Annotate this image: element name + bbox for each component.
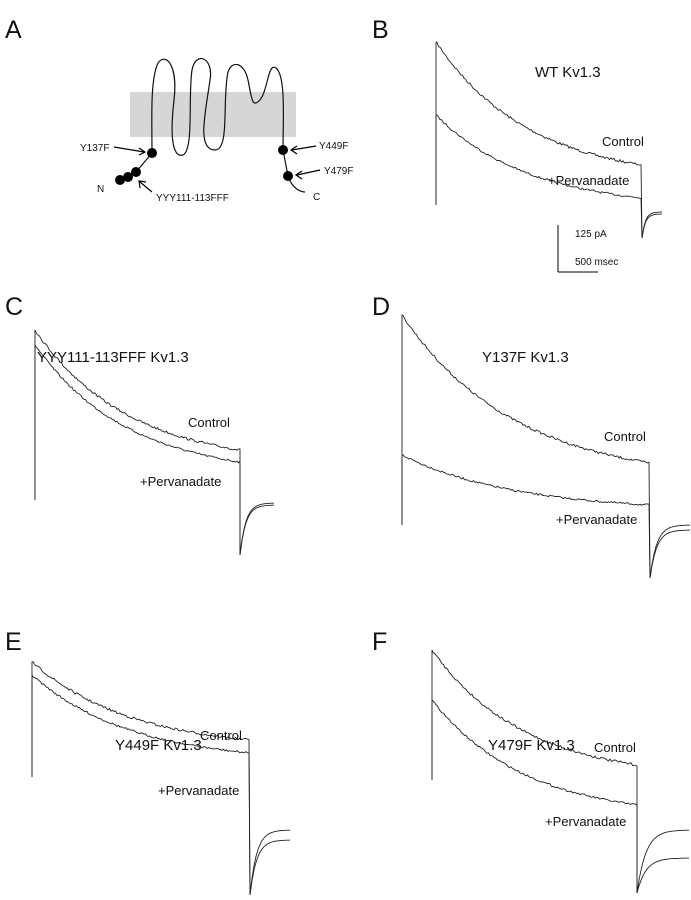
membrane: [130, 92, 296, 137]
panel-letter: E: [5, 628, 22, 656]
scale-bar: [557, 225, 598, 273]
trace-label: Control: [188, 415, 230, 430]
site-label: YYY111-113FFF: [156, 193, 229, 204]
arrows: [113, 145, 321, 193]
site-label: Y137F: [80, 143, 109, 154]
trace-label: +Pervanadate: [140, 474, 221, 489]
trace-label: +Pervanadate: [545, 814, 626, 829]
panel-letter: B: [372, 16, 389, 44]
current-trace: [401, 454, 691, 579]
current-trace: [31, 674, 291, 896]
panel-letter: D: [372, 293, 390, 321]
trace-label: +Pervanadate: [548, 173, 629, 188]
trace-label: Control: [200, 728, 242, 743]
current-trace: [31, 661, 290, 896]
current-trace: [34, 329, 274, 556]
site-label: Y479F: [324, 166, 353, 177]
channel-topology: [151, 57, 306, 193]
trace-label: Control: [594, 740, 636, 755]
current-trace: [431, 698, 689, 894]
phospho-sites: [115, 145, 293, 185]
trace-label: Control: [602, 134, 644, 149]
trace-label: Control: [604, 429, 646, 444]
panel-title: YYY111-113FFF Kv1.3: [37, 349, 189, 366]
panel-title: Y137F Kv1.3: [482, 349, 569, 366]
panel-title: Y449F Kv1.3: [115, 737, 202, 754]
scale-label: 500 msec: [575, 257, 618, 268]
panel-letter: F: [372, 628, 387, 656]
current-trace: [34, 344, 275, 556]
current-trace: [431, 649, 689, 894]
terminus-label: C: [313, 192, 320, 203]
scale-label: 125 pA: [575, 229, 607, 240]
current-trace: [435, 41, 662, 239]
terminus-label: N: [97, 184, 104, 195]
panel-title: Y479F Kv1.3: [488, 737, 575, 754]
panel-title: WT Kv1.3: [535, 64, 601, 81]
panel-letter: A: [5, 16, 22, 44]
trace-label: +Pervanadate: [556, 512, 637, 527]
site-label: Y449F: [319, 141, 348, 152]
panel-letter: C: [5, 293, 23, 321]
current-trace: [435, 114, 662, 239]
current-trace: [401, 314, 691, 579]
trace-label: +Pervanadate: [158, 783, 239, 798]
